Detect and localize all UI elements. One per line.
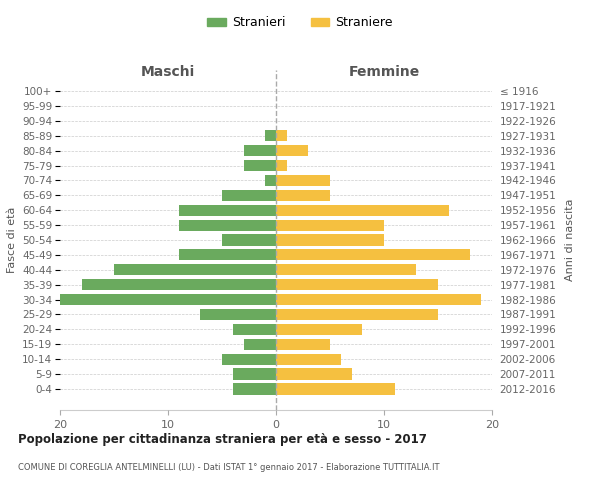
Bar	[244, 160, 276, 171]
Bar	[276, 250, 470, 260]
Bar	[276, 145, 308, 156]
Text: COMUNE DI COREGLIA ANTELMINELLI (LU) - Dati ISTAT 1° gennaio 2017 - Elaborazione: COMUNE DI COREGLIA ANTELMINELLI (LU) - D…	[18, 462, 439, 471]
Bar	[276, 309, 438, 320]
Bar	[60, 294, 276, 305]
Bar	[265, 130, 276, 141]
Bar	[276, 190, 330, 201]
Y-axis label: Fasce di età: Fasce di età	[7, 207, 17, 273]
Bar	[244, 145, 276, 156]
Bar	[265, 175, 276, 186]
Bar	[222, 354, 276, 365]
Bar	[233, 324, 276, 335]
Y-axis label: Anni di nascita: Anni di nascita	[565, 198, 575, 281]
Bar	[179, 220, 276, 230]
Bar	[233, 384, 276, 394]
Bar	[200, 309, 276, 320]
Bar	[276, 204, 449, 216]
Bar	[244, 338, 276, 350]
Text: Femmine: Femmine	[349, 65, 419, 79]
Bar	[82, 279, 276, 290]
Bar	[276, 264, 416, 276]
Text: Popolazione per cittadinanza straniera per età e sesso - 2017: Popolazione per cittadinanza straniera p…	[18, 432, 427, 446]
Bar	[276, 294, 481, 305]
Bar	[222, 234, 276, 246]
Bar	[179, 250, 276, 260]
Bar	[276, 220, 384, 230]
Bar	[276, 384, 395, 394]
Bar	[179, 204, 276, 216]
Bar	[222, 190, 276, 201]
Bar	[276, 130, 287, 141]
Bar	[233, 368, 276, 380]
Bar	[114, 264, 276, 276]
Bar	[276, 279, 438, 290]
Bar	[276, 234, 384, 246]
Bar	[276, 324, 362, 335]
Text: Maschi: Maschi	[141, 65, 195, 79]
Legend: Stranieri, Straniere: Stranieri, Straniere	[202, 11, 398, 34]
Bar	[276, 368, 352, 380]
Bar	[276, 354, 341, 365]
Bar	[276, 160, 287, 171]
Bar	[276, 338, 330, 350]
Bar	[276, 175, 330, 186]
